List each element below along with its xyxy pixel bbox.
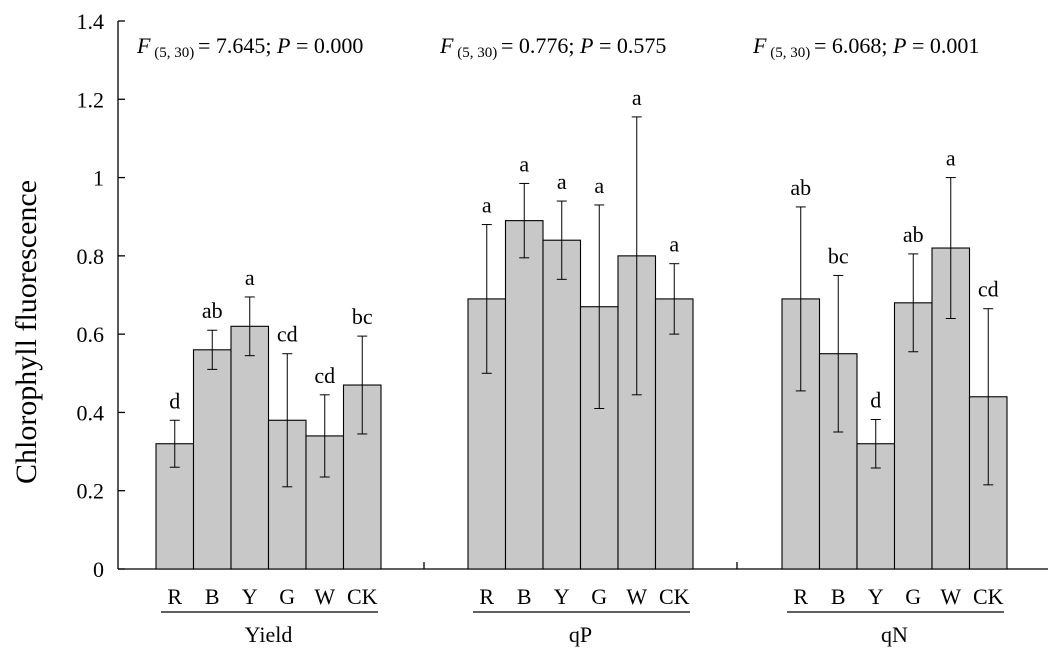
stats-part: = 7.645; [198,33,277,58]
bar [230,325,270,570]
significance-letter: cd [277,322,298,347]
significance-letter: d [870,387,881,412]
significance-letter: d [169,388,180,413]
x-tick-label: B [517,584,532,609]
y-tick-label: 1.2 [77,87,105,112]
y-tick-label: 1 [93,166,104,191]
x-tick-label: B [831,584,846,609]
x-tick-label: Y [242,584,258,609]
stats-part: = 0.575 [593,33,666,58]
stats-annotation: F (5, 30) = 0.776; P = 0.575 [439,33,666,61]
x-tick-label: CK [973,584,1004,609]
significance-letter: bc [352,304,373,329]
x-tick-label: G [905,584,921,609]
stats-part: = 6.068; [814,33,893,58]
stats-part: F [136,33,151,58]
x-tick-label: Y [868,584,884,609]
x-tick-label: CK [659,584,690,609]
significance-letter: a [669,232,679,257]
bar [542,239,582,570]
x-tick-label: R [479,584,494,609]
stats-part: P [892,33,906,58]
stats-part: (5, 30) [150,45,198,61]
y-axis-label: Chlorophyll fluorescence [10,180,43,484]
significance-letter: a [946,146,956,171]
significance-letter: ab [202,298,223,323]
stats-part: (5, 30) [766,45,814,61]
significance-letter: ab [903,222,924,247]
y-tick-label: 0.2 [77,479,105,504]
group-label: Yield [245,622,293,647]
x-tick-label: R [167,584,182,609]
y-tick-label: 0.6 [77,322,105,347]
stats-part: P [579,33,593,58]
x-tick-label: CK [347,584,378,609]
significance-letter: a [245,265,255,290]
x-tick-label: G [591,584,607,609]
stats-annotation: F (5, 30) = 6.068; P = 0.001 [752,33,979,61]
x-tick-label: B [205,584,220,609]
stats-annotation: F (5, 30) = 7.645; P = 0.000 [136,33,363,61]
stats-part: = 0.000 [290,33,363,58]
y-tick-label: 1.4 [77,9,105,34]
group-label: qP [569,622,592,647]
x-tick-label: W [626,584,647,609]
x-tick-label: W [940,584,961,609]
significance-letter: a [557,169,567,194]
bar [654,298,694,570]
significance-letter: a [482,193,492,218]
x-tick-label: G [279,584,295,609]
significance-letter: bc [828,243,849,268]
stats-part: (5, 30) [453,45,501,61]
group-label: qN [881,622,908,647]
significance-letter: ab [790,175,811,200]
stats-part: = 0.001 [906,33,979,58]
significance-letter: a [632,85,642,110]
stats-part: = 0.776; [501,33,580,58]
bar [504,220,544,570]
stats-part: F [752,33,767,58]
x-tick-label: W [314,584,335,609]
significance-letter: a [594,173,604,198]
significance-letter: cd [978,277,999,302]
x-tick-label: Y [554,584,570,609]
y-tick-label: 0.4 [77,400,105,425]
y-tick-label: 0 [93,557,104,582]
stats-part: P [276,33,290,58]
significance-letter: cd [314,363,335,388]
significance-letter: a [519,151,529,176]
bar [192,349,232,570]
x-tick-label: R [793,584,808,609]
stats-part: F [439,33,454,58]
y-tick-label: 0.8 [77,244,105,269]
